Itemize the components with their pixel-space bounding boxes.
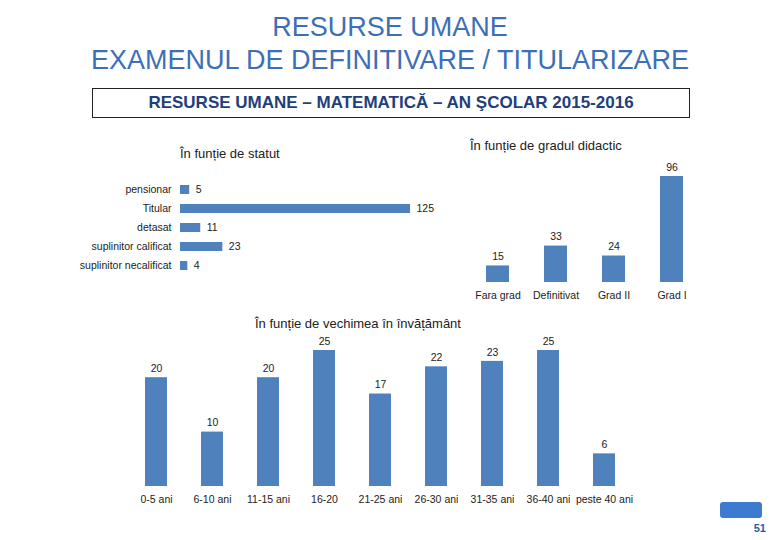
svg-text:pensionar: pensionar — [125, 183, 172, 195]
html-text:51: 51 — [753, 522, 766, 534]
svg-text:suplinitor necalificat: suplinitor necalificat — [80, 259, 172, 271]
html-text:EXAMENUL DE DEFINITIVARE / TIT: EXAMENUL DE DEFINITIVARE / TITULARIZARE — [90, 45, 689, 75]
svg-text:Fara grad: Fara grad — [475, 289, 521, 301]
svg-text:20: 20 — [151, 362, 163, 374]
svg-text:11: 11 — [207, 221, 218, 233]
svg-text:26-30 ani: 26-30 ani — [415, 493, 459, 505]
svg-text:17: 17 — [375, 378, 387, 390]
svg-text:Grad II: Grad II — [598, 289, 630, 301]
svg-text:125: 125 — [417, 202, 435, 214]
svg-text:96: 96 — [666, 161, 678, 173]
svg-text:20: 20 — [263, 362, 275, 374]
svg-text:23: 23 — [229, 240, 241, 252]
svg-text:detasat: detasat — [137, 221, 172, 233]
svg-text:suplinitor calificat: suplinitor calificat — [92, 240, 172, 252]
html-text:RESURSE UMANE – MATEMATICĂ – A: RESURSE UMANE – MATEMATICĂ – AN ŞCOLAR 2… — [148, 93, 634, 112]
svg-text:15: 15 — [492, 250, 504, 262]
svg-text:25: 25 — [543, 335, 555, 347]
svg-text:33: 33 — [550, 230, 562, 242]
svg-text:6: 6 — [602, 438, 608, 450]
svg-text:10: 10 — [207, 416, 219, 428]
svg-text:4: 4 — [194, 259, 200, 271]
html-text:În funție de statut: În funție de statut — [180, 146, 280, 161]
svg-text:11-15 ani: 11-15 ani — [247, 493, 290, 505]
svg-text:peste 40 ani: peste 40 ani — [576, 493, 633, 505]
html-text:În funție de vechimea în învăț: În funție de vechimea în învățământ — [255, 316, 461, 331]
svg-text:Grad I: Grad I — [657, 289, 686, 301]
html-text:RESURSE UMANE: RESURSE UMANE — [272, 12, 508, 42]
svg-text:23: 23 — [487, 346, 499, 358]
svg-text:36-40 ani: 36-40 ani — [527, 493, 571, 505]
svg-text:25: 25 — [319, 335, 331, 347]
svg-text:Titular: Titular — [143, 202, 172, 214]
svg-text:6-10 ani: 6-10 ani — [194, 493, 232, 505]
svg-text:Definitivat: Definitivat — [533, 289, 579, 301]
svg-text:22: 22 — [431, 351, 443, 363]
svg-text:31-35 ani: 31-35 ani — [471, 493, 515, 505]
html-text:În funție de gradul didactic: În funție de gradul didactic — [470, 138, 622, 153]
svg-text:21-25 ani: 21-25 ani — [359, 493, 403, 505]
svg-text:0-5 ani: 0-5 ani — [140, 493, 172, 505]
svg-text:24: 24 — [608, 240, 620, 252]
svg-text:5: 5 — [196, 183, 202, 195]
svg-text:16-20: 16-20 — [311, 493, 338, 505]
